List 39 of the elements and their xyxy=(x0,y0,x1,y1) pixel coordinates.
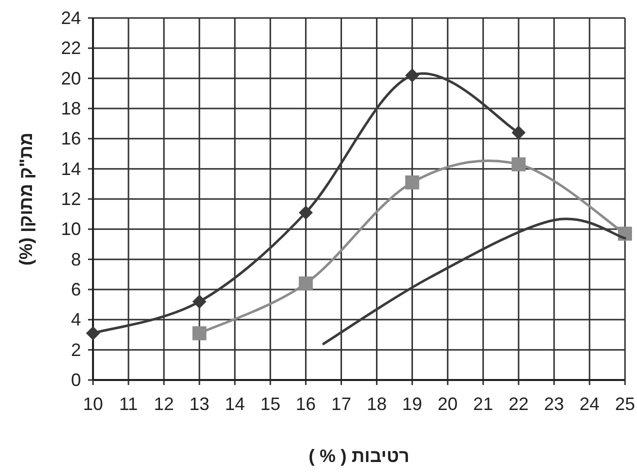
x-tick-label: 16 xyxy=(296,394,316,414)
point xyxy=(298,206,313,220)
x-tick-label: 21 xyxy=(473,394,494,414)
point xyxy=(192,294,206,309)
point xyxy=(405,68,420,82)
point xyxy=(512,126,526,140)
x-tick-label: 24 xyxy=(580,394,600,414)
x-tick-label: 23 xyxy=(544,394,564,414)
y-tick-label: 12 xyxy=(60,189,81,209)
point xyxy=(298,276,313,290)
x-tick-label: 13 xyxy=(189,394,210,414)
y-tick-label: 16 xyxy=(60,128,81,149)
x-tick-label: 15 xyxy=(260,394,280,414)
x-axis-title: רטיבות ( % ) xyxy=(308,446,410,466)
x-tick-label: 18 xyxy=(366,394,387,414)
x-tick-label: 19 xyxy=(402,394,422,414)
y-tick-label: 24 xyxy=(60,8,81,28)
x-tick-label: 22 xyxy=(508,394,529,414)
y-tick-label: 8 xyxy=(70,249,81,270)
x-tick-label: 12 xyxy=(154,394,174,414)
point xyxy=(512,157,526,172)
y-tick-label: 10 xyxy=(60,219,81,240)
x-tick-label: 11 xyxy=(119,394,138,414)
point xyxy=(192,326,206,340)
y-tick-label: 6 xyxy=(70,280,81,300)
y-tick-label: 0 xyxy=(70,370,81,390)
y-axis-title: מת"ק מתוקן (%) xyxy=(16,132,36,266)
x-tick-label: 20 xyxy=(438,394,458,414)
y-tick-label: 20 xyxy=(60,68,81,88)
y-tick-label: 22 xyxy=(60,38,81,58)
y-tick-label: 4 xyxy=(70,310,81,330)
x-tick-label: 25 xyxy=(614,394,636,414)
point xyxy=(405,175,420,190)
point xyxy=(86,326,100,340)
y-tick-label: 14 xyxy=(60,158,81,179)
x-tick-label: 14 xyxy=(224,394,245,414)
y-tick-label: 2 xyxy=(70,340,81,360)
x-tick-label: 17 xyxy=(331,394,352,414)
y-tick-label: 18 xyxy=(60,98,81,118)
